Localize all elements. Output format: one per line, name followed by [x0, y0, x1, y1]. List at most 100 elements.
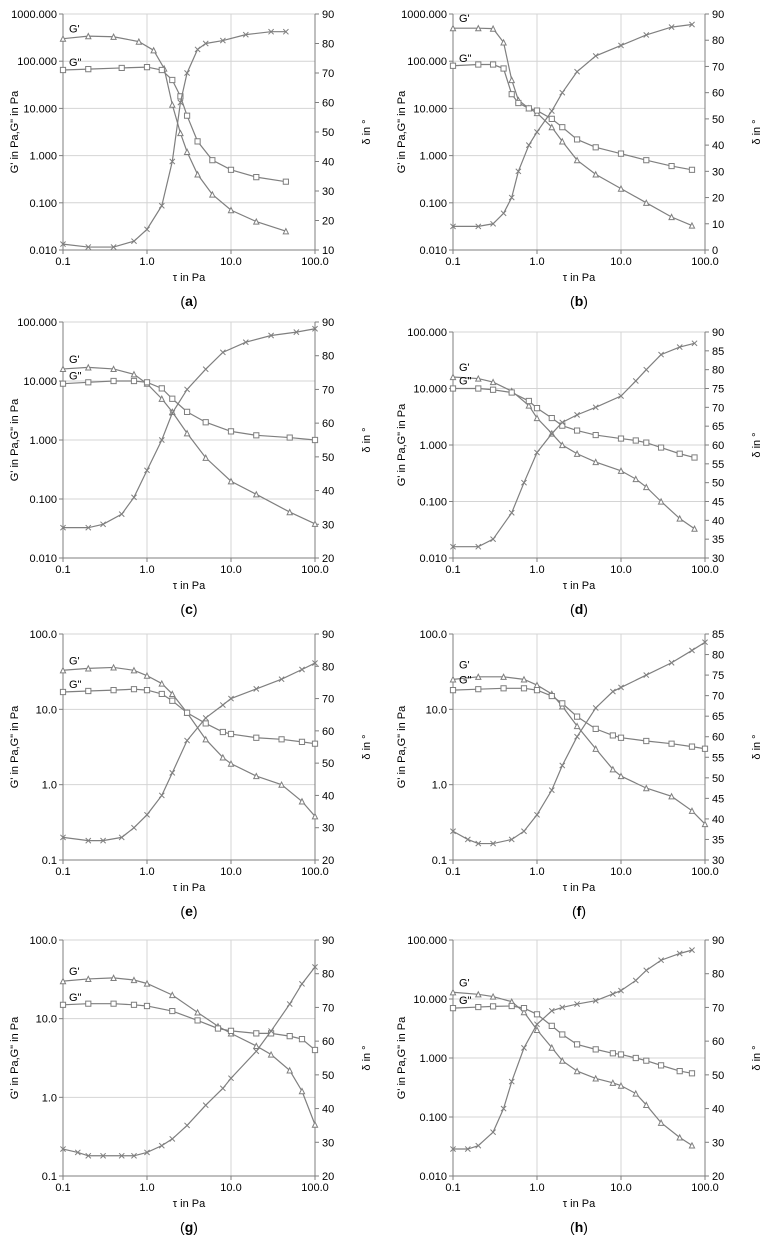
data-point-g-double-prime: [609, 732, 616, 739]
data-point-g-prime: [520, 675, 528, 683]
data-point-delta: [464, 836, 471, 843]
y2-tick-label: 90: [322, 9, 334, 21]
data-point-g-prime: [168, 991, 176, 999]
data-point-delta: [169, 769, 176, 776]
series-line-g-prime: [452, 676, 706, 825]
y2-tick-label: 45: [712, 497, 724, 509]
data-point-g-prime: [110, 33, 117, 40]
y2-tick-label: 30: [712, 166, 724, 178]
y-tick-label: 100.0: [29, 935, 57, 947]
y-axis-label: G' in Pa,G" in Pa: [9, 1016, 21, 1099]
x-tick-label: 100.0: [691, 866, 719, 878]
data-point-delta: [500, 1105, 507, 1112]
data-point-delta: [450, 1146, 456, 1152]
data-point-g-prime: [642, 1101, 650, 1109]
data-point-g-prime: [158, 679, 166, 687]
panel-caption: (h): [570, 1219, 588, 1235]
data-point-g-prime: [609, 1079, 617, 1086]
data-point-delta: [184, 1122, 191, 1129]
data-point-g-prime: [227, 206, 235, 214]
data-point-g-prime: [676, 1133, 684, 1141]
data-point-delta: [515, 168, 522, 175]
x-tick-label: 100.0: [301, 866, 329, 878]
data-point-g-prime: [449, 373, 457, 381]
x-tick-label: 10.0: [220, 866, 241, 878]
data-point-g-double-prime: [520, 1005, 528, 1012]
x-tick-label: 1.0: [529, 1182, 544, 1194]
legend-g-prime: G': [459, 13, 470, 25]
data-point-delta: [312, 325, 318, 332]
data-point-delta: [521, 1044, 527, 1051]
data-point-delta: [118, 1152, 125, 1159]
data-point-g-double-prime: [278, 736, 285, 743]
data-point-g-prime: [59, 34, 67, 42]
data-point-g-double-prime: [286, 434, 293, 441]
data-point-delta: [574, 733, 581, 740]
data-point-g-double-prime: [525, 397, 532, 405]
y-tick-label: 10.0: [426, 704, 447, 716]
x-tick-label: 0.1: [445, 866, 460, 878]
data-point-delta: [534, 129, 540, 135]
data-point-g-prime: [489, 24, 497, 32]
data-point-g-prime: [657, 497, 665, 505]
data-point-g-prime: [558, 1056, 566, 1064]
data-point-g-prime: [508, 76, 516, 84]
y2-tick-label: 40: [322, 486, 334, 498]
data-point-delta: [268, 1028, 275, 1034]
data-point-delta: [158, 1142, 165, 1149]
data-point-g-double-prime: [118, 64, 125, 72]
y-tick-label: 100.000: [17, 56, 57, 68]
y2-tick-label: 75: [712, 384, 724, 396]
data-point-g-double-prime: [657, 444, 665, 451]
y2-tick-label: 70: [322, 68, 334, 80]
chart-panel-d: 0.1 1.0 10.0 100.0 0.010 0.100 1.000 10.000 100.…: [396, 327, 763, 617]
data-point-delta: [548, 430, 555, 437]
data-point-delta: [668, 24, 675, 31]
y2-tick-label: 50: [322, 127, 334, 139]
data-point-delta: [60, 241, 66, 248]
data-point-g-double-prime: [643, 737, 650, 745]
y-tick-label: 0.100: [419, 1112, 447, 1124]
y2-tick-label: 10: [712, 219, 724, 231]
data-point-delta: [202, 1102, 209, 1109]
data-point-g-prime: [135, 37, 143, 45]
data-point-g-prime: [520, 1008, 528, 1016]
data-point-g-double-prime: [169, 1007, 176, 1015]
x-tick-label: 100.0: [301, 256, 329, 268]
legend-g-double-prime: G": [459, 995, 472, 1007]
data-point-g-prime: [676, 514, 684, 522]
data-point-g-prime: [143, 671, 151, 679]
data-point-g-double-prime: [617, 435, 625, 442]
y-axis-label: G' in Pa,G" in Pa: [396, 90, 408, 173]
data-point-g-prime: [183, 429, 191, 437]
data-point-delta: [219, 37, 226, 44]
data-point-g-double-prime: [573, 136, 581, 143]
y-tick-label: 0.010: [29, 553, 57, 565]
data-point-g-prime: [500, 38, 507, 46]
data-point-g-double-prime: [183, 408, 191, 415]
x-tick-label: 1.0: [139, 866, 154, 878]
data-point-delta: [293, 329, 300, 336]
y2-axis-label: δ in °: [361, 427, 373, 452]
data-point-g-prime: [642, 199, 650, 206]
data-point-g-double-prime: [475, 686, 482, 693]
series-line-g-double-prime: [452, 1005, 693, 1074]
data-point-g-prime: [632, 475, 640, 483]
data-point-delta: [202, 366, 209, 373]
data-point-g-double-prime: [143, 687, 151, 694]
data-point-delta: [312, 964, 318, 970]
data-point-delta: [60, 524, 66, 531]
data-point-delta: [592, 997, 599, 1004]
data-point-delta: [508, 194, 515, 201]
series-line-delta: [453, 23, 693, 227]
y2-tick-label: 80: [322, 969, 334, 981]
x-tick-label: 0.1: [55, 1182, 70, 1194]
y-tick-label: 10.000: [413, 994, 447, 1006]
data-point-delta: [144, 226, 150, 233]
legend-g-prime: G': [459, 362, 470, 374]
data-point-g-prime: [59, 666, 67, 674]
data-point-g-double-prime: [533, 687, 541, 694]
data-point-delta: [131, 824, 137, 831]
data-point-delta: [118, 834, 125, 841]
data-point-g-double-prime: [676, 450, 683, 457]
